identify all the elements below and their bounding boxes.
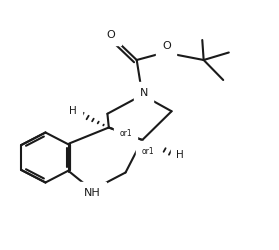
Text: or1: or1 (119, 129, 132, 138)
Text: or1: or1 (141, 147, 154, 156)
Text: NH: NH (84, 188, 100, 198)
Text: N: N (140, 88, 148, 98)
Text: H: H (69, 106, 76, 116)
Text: H: H (176, 150, 184, 160)
Text: O: O (106, 30, 115, 40)
Text: O: O (162, 41, 171, 51)
